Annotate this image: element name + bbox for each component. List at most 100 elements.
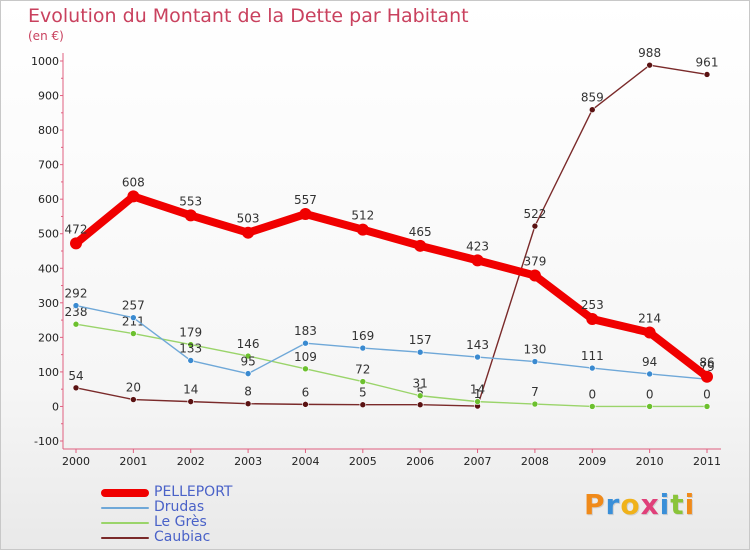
legend-item: Le Grès: [101, 515, 301, 530]
data-point: [531, 222, 539, 230]
data-point: [130, 396, 137, 403]
data-point: [302, 339, 309, 347]
y-tick-label: 200: [38, 331, 59, 344]
series-line: [75, 64, 708, 407]
data-label: 214: [638, 312, 661, 326]
data-point: [244, 370, 252, 377]
data-label: 465: [409, 225, 432, 239]
data-label: 512: [351, 209, 374, 223]
data-label: 503: [237, 212, 260, 226]
data-label: 6: [302, 385, 310, 399]
data-point: [646, 370, 653, 378]
data-point: [299, 208, 312, 221]
data-point: [531, 358, 539, 365]
x-tick-label: 2009: [578, 455, 606, 468]
data-point: [130, 330, 137, 337]
data-point: [416, 392, 424, 400]
data-point: [528, 269, 541, 282]
data-label: 253: [581, 298, 604, 312]
logo-letter: i: [684, 488, 696, 521]
data-point: [184, 209, 197, 222]
chart-legend: PELLEPORT Drudas Le Grès Caubiac: [101, 485, 301, 545]
y-tick-label: 100: [38, 366, 59, 379]
legend-swatch: [101, 488, 149, 497]
legend-swatch: [101, 506, 149, 509]
x-tick-label: 2002: [177, 455, 205, 468]
data-label: 157: [409, 333, 432, 347]
data-point: [474, 353, 481, 361]
data-point: [359, 344, 367, 352]
data-label: 379: [523, 255, 546, 269]
x-tick-label: 2006: [406, 455, 434, 468]
data-label: 14: [470, 383, 485, 397]
data-label: 238: [65, 305, 88, 319]
proxiti-logo: Proxiti: [584, 488, 695, 521]
data-label: 31: [413, 377, 428, 391]
data-label: 14: [183, 383, 198, 397]
y-tick-label: 500: [38, 228, 59, 241]
data-point: [646, 403, 653, 410]
legend-item: Caubiac: [101, 530, 301, 545]
data-point: [586, 313, 599, 326]
data-point: [72, 320, 80, 328]
legend-label: Drudas: [154, 499, 205, 515]
data-point: [127, 190, 140, 203]
data-label: 72: [355, 363, 370, 377]
legend-swatch: [101, 521, 149, 524]
y-tick-label: -100: [34, 435, 59, 448]
x-tick-label: 2008: [521, 455, 549, 468]
data-label: 988: [638, 46, 661, 60]
legend-swatch: [101, 536, 149, 539]
y-tick-label: 1000: [31, 55, 59, 68]
data-point: [244, 400, 252, 407]
data-label: 608: [122, 175, 145, 189]
data-point: [588, 106, 596, 114]
data-label: 130: [523, 343, 546, 357]
data-label: 472: [65, 222, 88, 236]
data-point: [359, 378, 367, 385]
data-point: [242, 226, 255, 239]
logo-letter: x: [640, 488, 660, 521]
data-label: 20: [126, 381, 141, 395]
data-label: 169: [351, 329, 374, 343]
data-label: 109: [294, 350, 317, 364]
y-tick-label: 700: [38, 159, 59, 172]
data-label: 133: [179, 342, 202, 356]
data-label: 94: [642, 355, 657, 369]
y-tick-label: 0: [52, 400, 59, 413]
data-point: [70, 237, 82, 250]
data-label: 5: [359, 386, 367, 400]
logo-letter: P: [584, 488, 606, 521]
data-label: 146: [237, 337, 260, 351]
data-label: 0: [588, 387, 596, 401]
data-point: [471, 254, 484, 267]
data-label: 8: [244, 385, 252, 399]
data-point: [187, 357, 195, 364]
x-tick-label: 2001: [119, 455, 147, 468]
data-point: [302, 401, 309, 408]
chart-title: Evolution du Montant de la Dette par Hab…: [28, 5, 469, 27]
y-tick-label: 900: [38, 90, 59, 103]
data-label: 179: [179, 326, 202, 340]
data-label: 95: [240, 355, 255, 369]
data-label: 143: [466, 338, 489, 352]
chart-subtitle: (en €): [28, 29, 64, 43]
x-tick-label: 2000: [62, 455, 90, 468]
data-point: [643, 326, 656, 339]
x-tick-label: 2007: [464, 455, 492, 468]
data-label: 961: [696, 55, 719, 69]
data-label: 423: [466, 239, 489, 253]
y-tick-label: 800: [38, 124, 59, 137]
logo-letter: o: [620, 488, 641, 521]
data-point: [356, 223, 369, 236]
data-label: 0: [703, 387, 711, 401]
data-point: [416, 401, 424, 409]
logo-letter: i: [659, 488, 671, 521]
data-label: 1: [474, 387, 482, 401]
data-label: 7: [531, 385, 539, 399]
data-label: 292: [65, 287, 88, 301]
data-point: [244, 352, 252, 360]
data-point: [531, 400, 539, 408]
y-tick-label: 600: [38, 193, 59, 206]
